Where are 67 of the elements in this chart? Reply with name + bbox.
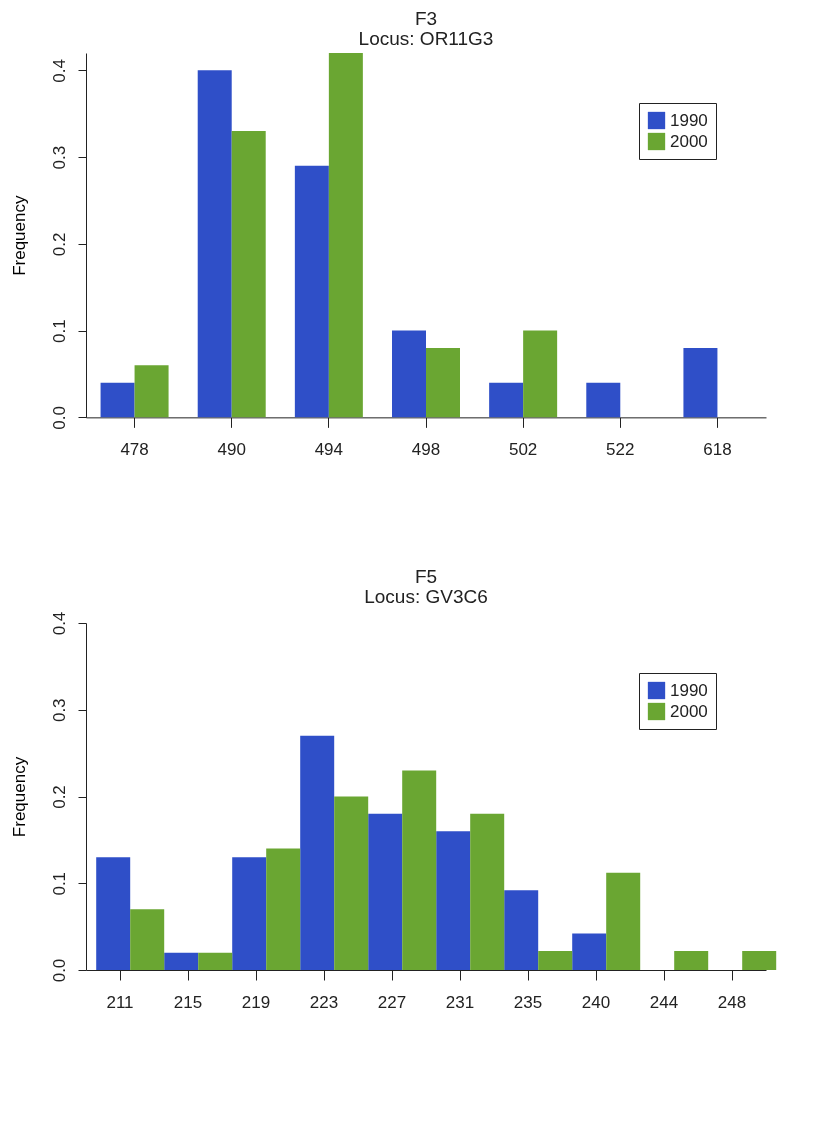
x-tick-label: 248 [717,992,747,1012]
bar [266,848,301,970]
y-tick-label: 0.4 [49,59,69,83]
legend-label: 2000 [670,701,708,721]
bar [586,382,621,418]
y-tick-label: 0.0 [49,958,69,983]
y-tick-label: 0.1 [49,871,69,896]
bar [368,813,403,970]
bar [197,70,232,418]
x-tick-label: 223 [309,992,339,1012]
bar [504,890,539,970]
x-tick-label: 215 [173,992,203,1012]
x-tick-label: 618 [703,439,732,459]
bar [231,131,266,418]
bar [683,347,718,418]
bar [130,909,165,970]
bar [489,382,524,418]
bar [523,330,558,418]
x-tick-label: 240 [581,992,611,1012]
x-tick-label: 235 [513,992,543,1012]
bar [392,330,426,418]
bar [436,831,471,970]
bar [100,382,135,418]
bar [134,365,169,418]
x-tick-label: 211 [106,992,134,1012]
x-tick-label: 494 [314,439,344,459]
x-tick-label: 227 [377,992,407,1012]
bar [674,950,709,970]
y-axis-title: Frequency [9,195,29,276]
x-tick-label: 219 [241,992,271,1012]
chart-title: F3 [414,8,438,29]
bar [232,857,267,970]
y-tick-label: 0.3 [49,698,69,723]
chart-subtitle: Locus: OR11G3 [358,28,494,49]
legend-label: 2000 [670,131,708,151]
bar [328,53,363,418]
bar [538,950,573,970]
x-tick-label: 478 [120,439,149,459]
y-tick-label: 0.0 [49,406,69,430]
chart-title: F5 [414,566,438,588]
bar [334,796,369,970]
bar [96,857,131,970]
bar [164,952,199,970]
x-tick-label: 498 [411,439,441,459]
bar [402,770,437,970]
x-tick-label: 502 [508,439,538,459]
chart-subtitle: Locus: GV3C6 [364,586,488,608]
x-tick-label: 490 [217,439,246,459]
x-tick-label: 522 [606,439,635,459]
y-tick-label: 0.1 [49,319,69,343]
legend-label: 1990 [670,110,708,130]
y-tick-label: 0.3 [49,145,69,170]
bar [742,950,777,970]
x-tick-label: 244 [649,992,679,1012]
x-tick-label: 231 [445,992,475,1012]
y-axis-title: Frequency [9,756,29,838]
bar [294,165,329,418]
bar [572,933,607,970]
bar [426,347,460,418]
bar [300,735,335,970]
bar [606,872,641,970]
y-tick-label: 0.2 [49,232,69,257]
y-tick-label: 0.4 [49,611,69,636]
bar [470,813,505,970]
y-tick-label: 0.2 [49,785,69,809]
bar [198,952,233,970]
legend-label: 1990 [670,680,708,700]
